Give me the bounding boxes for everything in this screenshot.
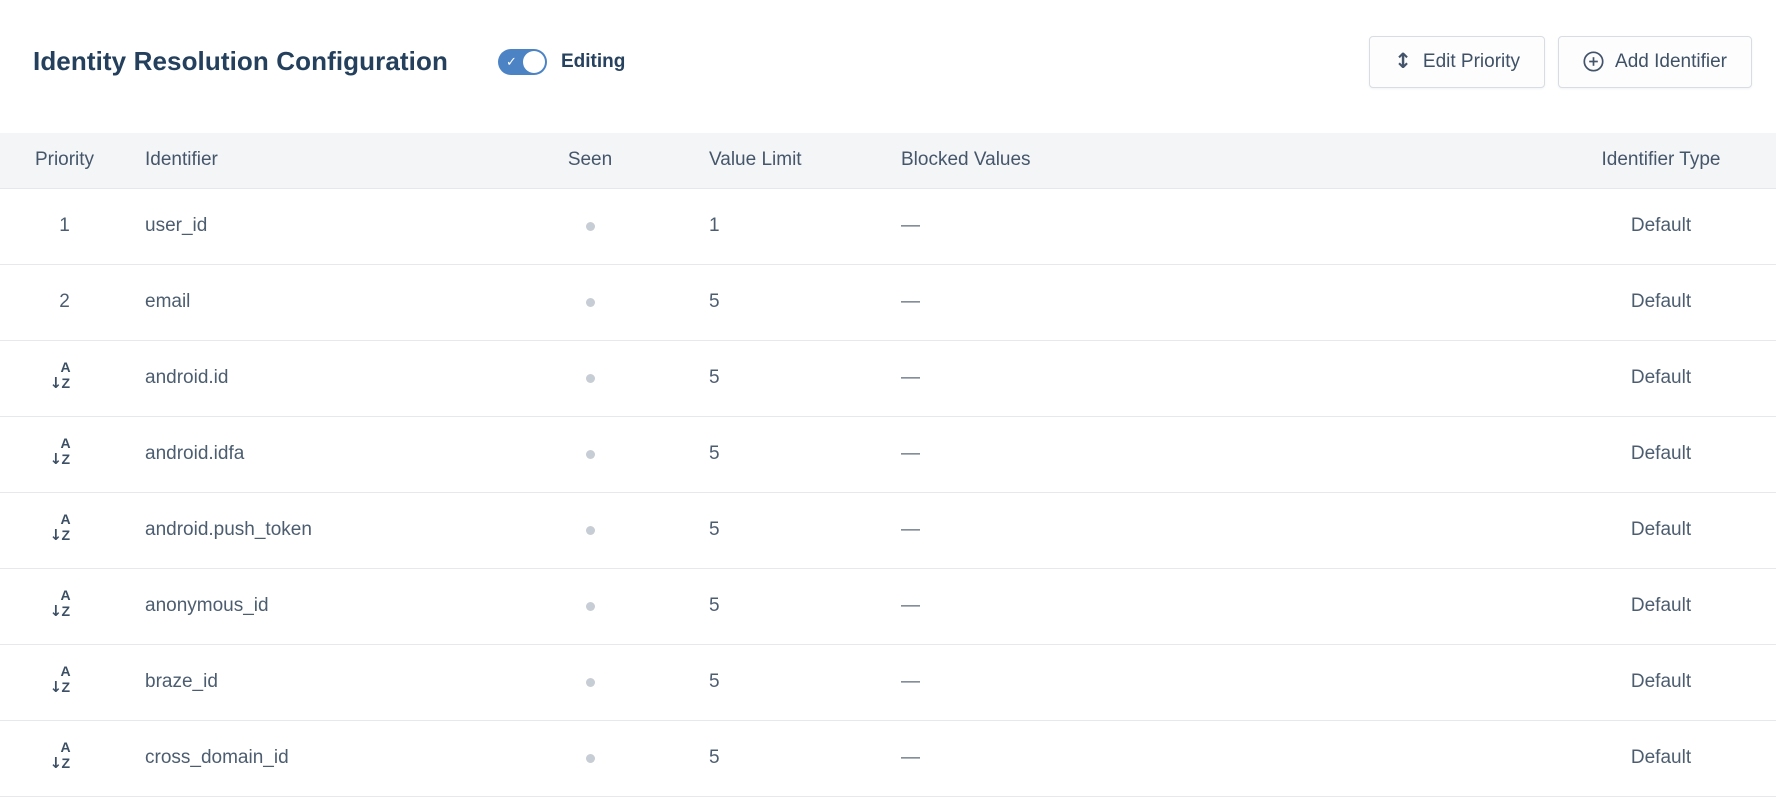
blocked-values-cell: —: [890, 340, 1546, 417]
value-limit-cell: 5: [700, 492, 890, 569]
seen-cell: [480, 340, 700, 417]
value-limit-cell: 5: [700, 340, 890, 417]
identifier-type-cell: Default: [1546, 720, 1776, 797]
identifier-cell: cross_domain_id: [113, 720, 480, 797]
sort-alpha-down-icon: ↓ A Z: [49, 511, 71, 544]
priority-cell: ↓ A Z: [0, 340, 113, 417]
value-limit-cell: 5: [700, 568, 890, 645]
sort-alpha-down-icon: ↓ A Z: [49, 663, 71, 696]
blocked-values-cell: —: [890, 492, 1546, 569]
value-limit-cell: 1: [700, 188, 890, 265]
seen-dot-icon: [585, 602, 595, 611]
identifier-type-cell: Default: [1546, 492, 1776, 569]
seen-cell: [480, 188, 700, 265]
edit-priority-label: Edit Priority: [1422, 50, 1521, 72]
add-identifier-button[interactable]: Add Identifier: [1558, 35, 1752, 88]
table-row[interactable]: ↓ A Z android.id 5 — Default: [0, 340, 1776, 417]
identifier-type-cell: Default: [1546, 340, 1776, 417]
editing-toggle-group: ✓ Editing: [497, 48, 626, 75]
column-header-identifier: Identifier: [113, 133, 480, 189]
table-row[interactable]: 2 email 5 — Default: [0, 264, 1776, 341]
seen-cell: [480, 492, 700, 569]
value-limit-cell: 5: [700, 416, 890, 493]
table-row[interactable]: ↓ A Z cross_domain_id 5 — Default: [0, 720, 1776, 797]
seen-dot-icon: [585, 298, 595, 307]
identifier-cell: anonymous_id: [113, 568, 480, 645]
column-header-blocked-values: Blocked Values: [890, 133, 1546, 189]
seen-cell: [480, 720, 700, 797]
identifier-cell: android.idfa: [113, 416, 480, 493]
identifier-type-cell: Default: [1546, 264, 1776, 341]
column-header-priority: Priority: [0, 133, 113, 189]
seen-dot-icon: [585, 526, 595, 535]
table-row[interactable]: ↓ A Z braze_id 5 — Default: [0, 644, 1776, 721]
seen-dot-icon: [585, 374, 595, 383]
table-row[interactable]: 1 user_id 1 — Default: [0, 188, 1776, 265]
table-header-row: Priority Identifier Seen Value Limit Blo…: [0, 133, 1776, 189]
identifier-cell: email: [113, 264, 480, 341]
sort-alpha-down-icon: ↓ A Z: [49, 435, 71, 468]
blocked-values-cell: —: [890, 644, 1546, 721]
identifier-type-cell: Default: [1546, 568, 1776, 645]
seen-cell: [480, 644, 700, 721]
page-title: Identity Resolution Configuration: [33, 46, 448, 76]
seen-dot-icon: [585, 450, 595, 459]
up-down-arrow-icon: ↕: [1394, 49, 1412, 73]
seen-cell: [480, 264, 700, 341]
priority-cell: 2: [0, 264, 113, 341]
blocked-values-cell: —: [890, 264, 1546, 341]
topbar: Identity Resolution Configuration ✓ Edit…: [0, 0, 1792, 133]
column-header-value-limit: Value Limit: [700, 133, 890, 189]
blocked-values-cell: —: [890, 720, 1546, 797]
sort-alpha-down-icon: ↓ A Z: [49, 359, 71, 392]
column-header-seen: Seen: [480, 133, 700, 189]
column-header-identifier-type: Identifier Type: [1546, 133, 1776, 189]
blocked-values-cell: —: [890, 416, 1546, 493]
priority-cell: ↓ A Z: [0, 720, 113, 797]
seen-dot-icon: [585, 222, 595, 231]
value-limit-cell: 5: [700, 720, 890, 797]
seen-dot-icon: [585, 754, 595, 763]
priority-cell: ↓ A Z: [0, 568, 113, 645]
identifier-cell: android.id: [113, 340, 480, 417]
identifier-cell: braze_id: [113, 644, 480, 721]
table-row[interactable]: ↓ A Z android.idfa 5 — Default: [0, 416, 1776, 493]
sort-alpha-down-icon: ↓ A Z: [49, 739, 71, 772]
seen-cell: [480, 416, 700, 493]
editing-toggle-label: Editing: [560, 50, 626, 72]
priority-cell: ↓ A Z: [0, 492, 113, 569]
priority-cell: ↓ A Z: [0, 644, 113, 721]
table-row[interactable]: ↓ A Z android.push_token 5 — Default: [0, 492, 1776, 569]
editing-toggle[interactable]: ✓: [497, 48, 547, 75]
blocked-values-cell: —: [890, 188, 1546, 265]
identity-table: Priority Identifier Seen Value Limit Blo…: [0, 133, 1776, 797]
plus-circle-icon: [1583, 51, 1604, 72]
blocked-values-cell: —: [890, 568, 1546, 645]
value-limit-cell: 5: [700, 644, 890, 721]
table-row[interactable]: ↓ A Z anonymous_id 5 — Default: [0, 568, 1776, 645]
identifier-cell: user_id: [113, 188, 480, 265]
identifier-cell: android.push_token: [113, 492, 480, 569]
priority-cell: ↓ A Z: [0, 416, 113, 493]
priority-cell: 1: [0, 188, 113, 265]
seen-dot-icon: [585, 678, 595, 687]
identifier-type-cell: Default: [1546, 188, 1776, 265]
sort-alpha-down-icon: ↓ A Z: [49, 587, 71, 620]
seen-cell: [480, 568, 700, 645]
toggle-knob: [522, 50, 545, 73]
value-limit-cell: 5: [700, 264, 890, 341]
check-icon: ✓: [505, 53, 517, 69]
edit-priority-button[interactable]: ↕ Edit Priority: [1369, 35, 1546, 88]
identifier-type-cell: Default: [1546, 416, 1776, 493]
add-identifier-label: Add Identifier: [1615, 50, 1727, 72]
identifier-type-cell: Default: [1546, 644, 1776, 721]
